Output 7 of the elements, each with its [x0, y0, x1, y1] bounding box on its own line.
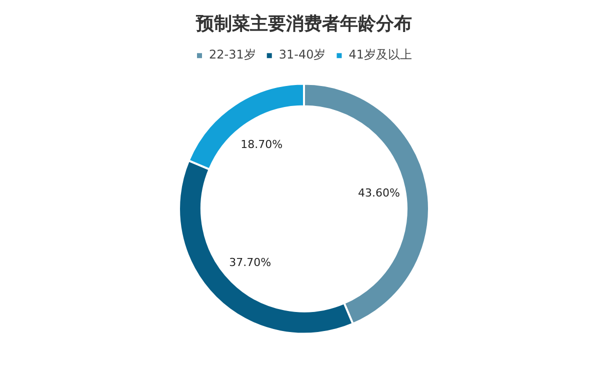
data-label: 37.70%	[229, 256, 272, 269]
legend-label: 31-40岁	[278, 48, 326, 62]
data-label: 43.60%	[358, 186, 400, 200]
chart-title: 预制菜主要消费者年龄分布	[195, 13, 412, 34]
legend-label: 22-31岁	[208, 48, 256, 62]
data-label: 18.70%	[240, 138, 283, 151]
legend-label: 41岁及以上	[348, 48, 412, 62]
